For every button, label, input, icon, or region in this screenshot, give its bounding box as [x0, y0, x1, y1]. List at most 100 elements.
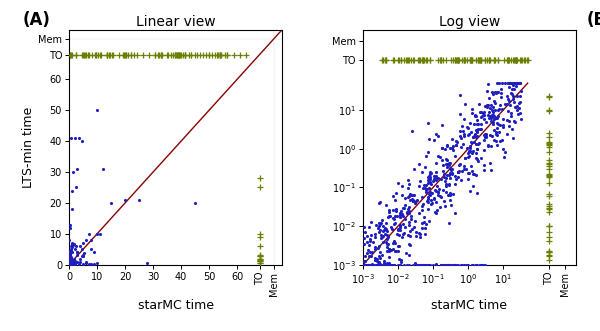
Point [67, 257, 77, 262]
Point [81, 259, 91, 264]
Point [445, 262, 455, 267]
Point [385, 214, 394, 219]
Point [418, 204, 427, 209]
Point [472, 121, 482, 126]
Point [509, 82, 518, 88]
Point [170, 52, 180, 57]
Point [70, 259, 79, 264]
Point [386, 214, 395, 219]
Point [476, 57, 486, 63]
Point [433, 189, 443, 195]
Point [512, 80, 522, 86]
Point [69, 241, 79, 247]
Point [404, 241, 414, 247]
Point [215, 52, 225, 57]
Point [176, 52, 185, 57]
Point [487, 133, 497, 138]
Point [442, 144, 452, 149]
Point [415, 211, 424, 216]
Point [466, 57, 476, 63]
Point [508, 96, 518, 102]
Point [73, 253, 82, 258]
Point [481, 131, 490, 136]
Point [71, 52, 80, 57]
Point [371, 245, 380, 250]
Point [143, 260, 152, 266]
Point [461, 262, 471, 267]
Point [511, 57, 521, 63]
Point [74, 261, 84, 266]
Point [376, 199, 385, 205]
Point [365, 262, 374, 267]
Point [460, 133, 469, 138]
Point [370, 247, 380, 252]
Point [544, 163, 554, 168]
Point [508, 91, 517, 96]
Point [91, 52, 101, 57]
Point [489, 57, 499, 63]
Point [68, 260, 77, 265]
Point [464, 151, 473, 156]
Point [181, 52, 190, 57]
Point [418, 225, 427, 231]
Point [365, 249, 375, 254]
Point [495, 102, 505, 107]
Point [416, 231, 425, 236]
Point [68, 259, 78, 264]
Point [451, 262, 460, 267]
Point [422, 262, 432, 267]
Point [493, 125, 502, 131]
Point [365, 239, 374, 244]
Point [105, 52, 115, 57]
Point [65, 247, 74, 252]
Point [384, 262, 394, 267]
Point [473, 57, 483, 63]
Point [382, 236, 392, 241]
Point [391, 213, 400, 218]
Point [424, 262, 433, 267]
Point [499, 57, 509, 63]
Point [481, 262, 490, 267]
Point [363, 262, 373, 267]
Point [473, 126, 483, 131]
Point [64, 238, 74, 243]
Point [487, 167, 496, 172]
Point [378, 262, 388, 267]
Point [509, 99, 519, 105]
Point [544, 131, 554, 136]
Point [151, 52, 160, 57]
Point [441, 189, 451, 194]
Point [389, 215, 398, 220]
Point [190, 200, 200, 206]
Point [514, 80, 523, 86]
Point [445, 162, 454, 167]
Point [512, 103, 522, 109]
Point [450, 57, 460, 63]
Point [445, 175, 455, 181]
Point [365, 262, 374, 267]
Point [462, 57, 472, 63]
Point [400, 196, 409, 201]
Point [378, 234, 388, 239]
Point [404, 220, 414, 225]
Point [409, 166, 418, 172]
Point [73, 259, 82, 264]
Point [381, 57, 391, 63]
Point [476, 262, 485, 267]
Point [466, 57, 475, 63]
Point [490, 89, 499, 95]
Point [544, 141, 554, 147]
Point [373, 261, 382, 266]
Point [395, 214, 405, 219]
Point [255, 253, 265, 259]
Point [503, 57, 513, 63]
Point [448, 148, 458, 153]
Point [505, 102, 515, 108]
Point [104, 52, 114, 57]
Point [368, 262, 378, 267]
Point [451, 142, 461, 147]
Point [508, 135, 518, 140]
Point [544, 238, 554, 244]
Point [513, 80, 523, 86]
Point [413, 57, 423, 63]
